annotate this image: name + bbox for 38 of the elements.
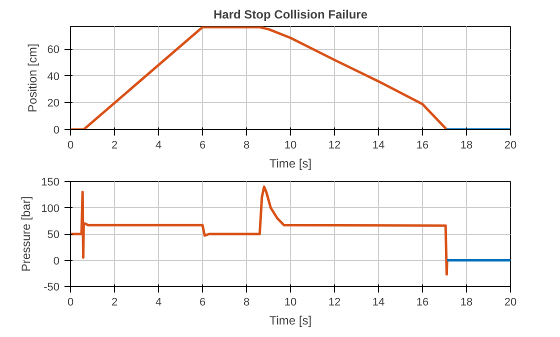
x-tick-label: 18: [460, 296, 473, 308]
y-tick-label: 50: [47, 229, 60, 241]
y-axis-title: Position [cm]: [25, 44, 40, 112]
x-tick-label: 20: [504, 140, 517, 152]
y-tick-label: 20: [47, 98, 60, 110]
x-tick-label: 4: [155, 140, 162, 152]
y-tick-label: 100: [41, 202, 60, 215]
y-tick-label: 150: [41, 176, 60, 188]
x-tick-label: 6: [199, 140, 206, 152]
x-tick-label: 12: [328, 140, 341, 152]
chart-title: Hard Stop Collision Failure: [213, 8, 368, 22]
x-tick-label: 6: [199, 296, 206, 308]
x-tick-label: 8: [243, 296, 250, 308]
x-tick-label: 12: [328, 296, 341, 308]
x-tick-label: 2: [111, 296, 118, 308]
y-tick-label: 0: [53, 124, 60, 136]
x-tick-label: 4: [155, 296, 162, 308]
x-tick-label: 18: [460, 140, 473, 152]
line-series: [70, 26, 448, 130]
line-series: [70, 186, 448, 276]
x-axis-title: Time [s]: [269, 156, 312, 170]
x-tick-label: 10: [284, 296, 297, 308]
x-tick-label: 8: [243, 140, 250, 152]
x-tick-label: 14: [372, 296, 385, 308]
x-tick-label: 2: [111, 140, 118, 152]
x-tick-label: 10: [284, 140, 297, 152]
x-tick-label: 20: [504, 296, 517, 308]
y-axis-title: Pressure [bar]: [19, 196, 34, 272]
y-tick-label: 40: [47, 70, 60, 83]
x-tick-label: 16: [416, 140, 429, 152]
x-tick-label: 0: [67, 296, 74, 308]
x-tick-label: 0: [67, 140, 74, 152]
y-tick-label: -50: [44, 282, 60, 294]
x-axis-title: Time [s]: [269, 314, 312, 328]
x-tick-label: 14: [372, 140, 385, 152]
y-tick-label: 0: [53, 255, 60, 268]
x-tick-label: 16: [416, 296, 429, 308]
y-tick-label: 60: [47, 44, 60, 56]
